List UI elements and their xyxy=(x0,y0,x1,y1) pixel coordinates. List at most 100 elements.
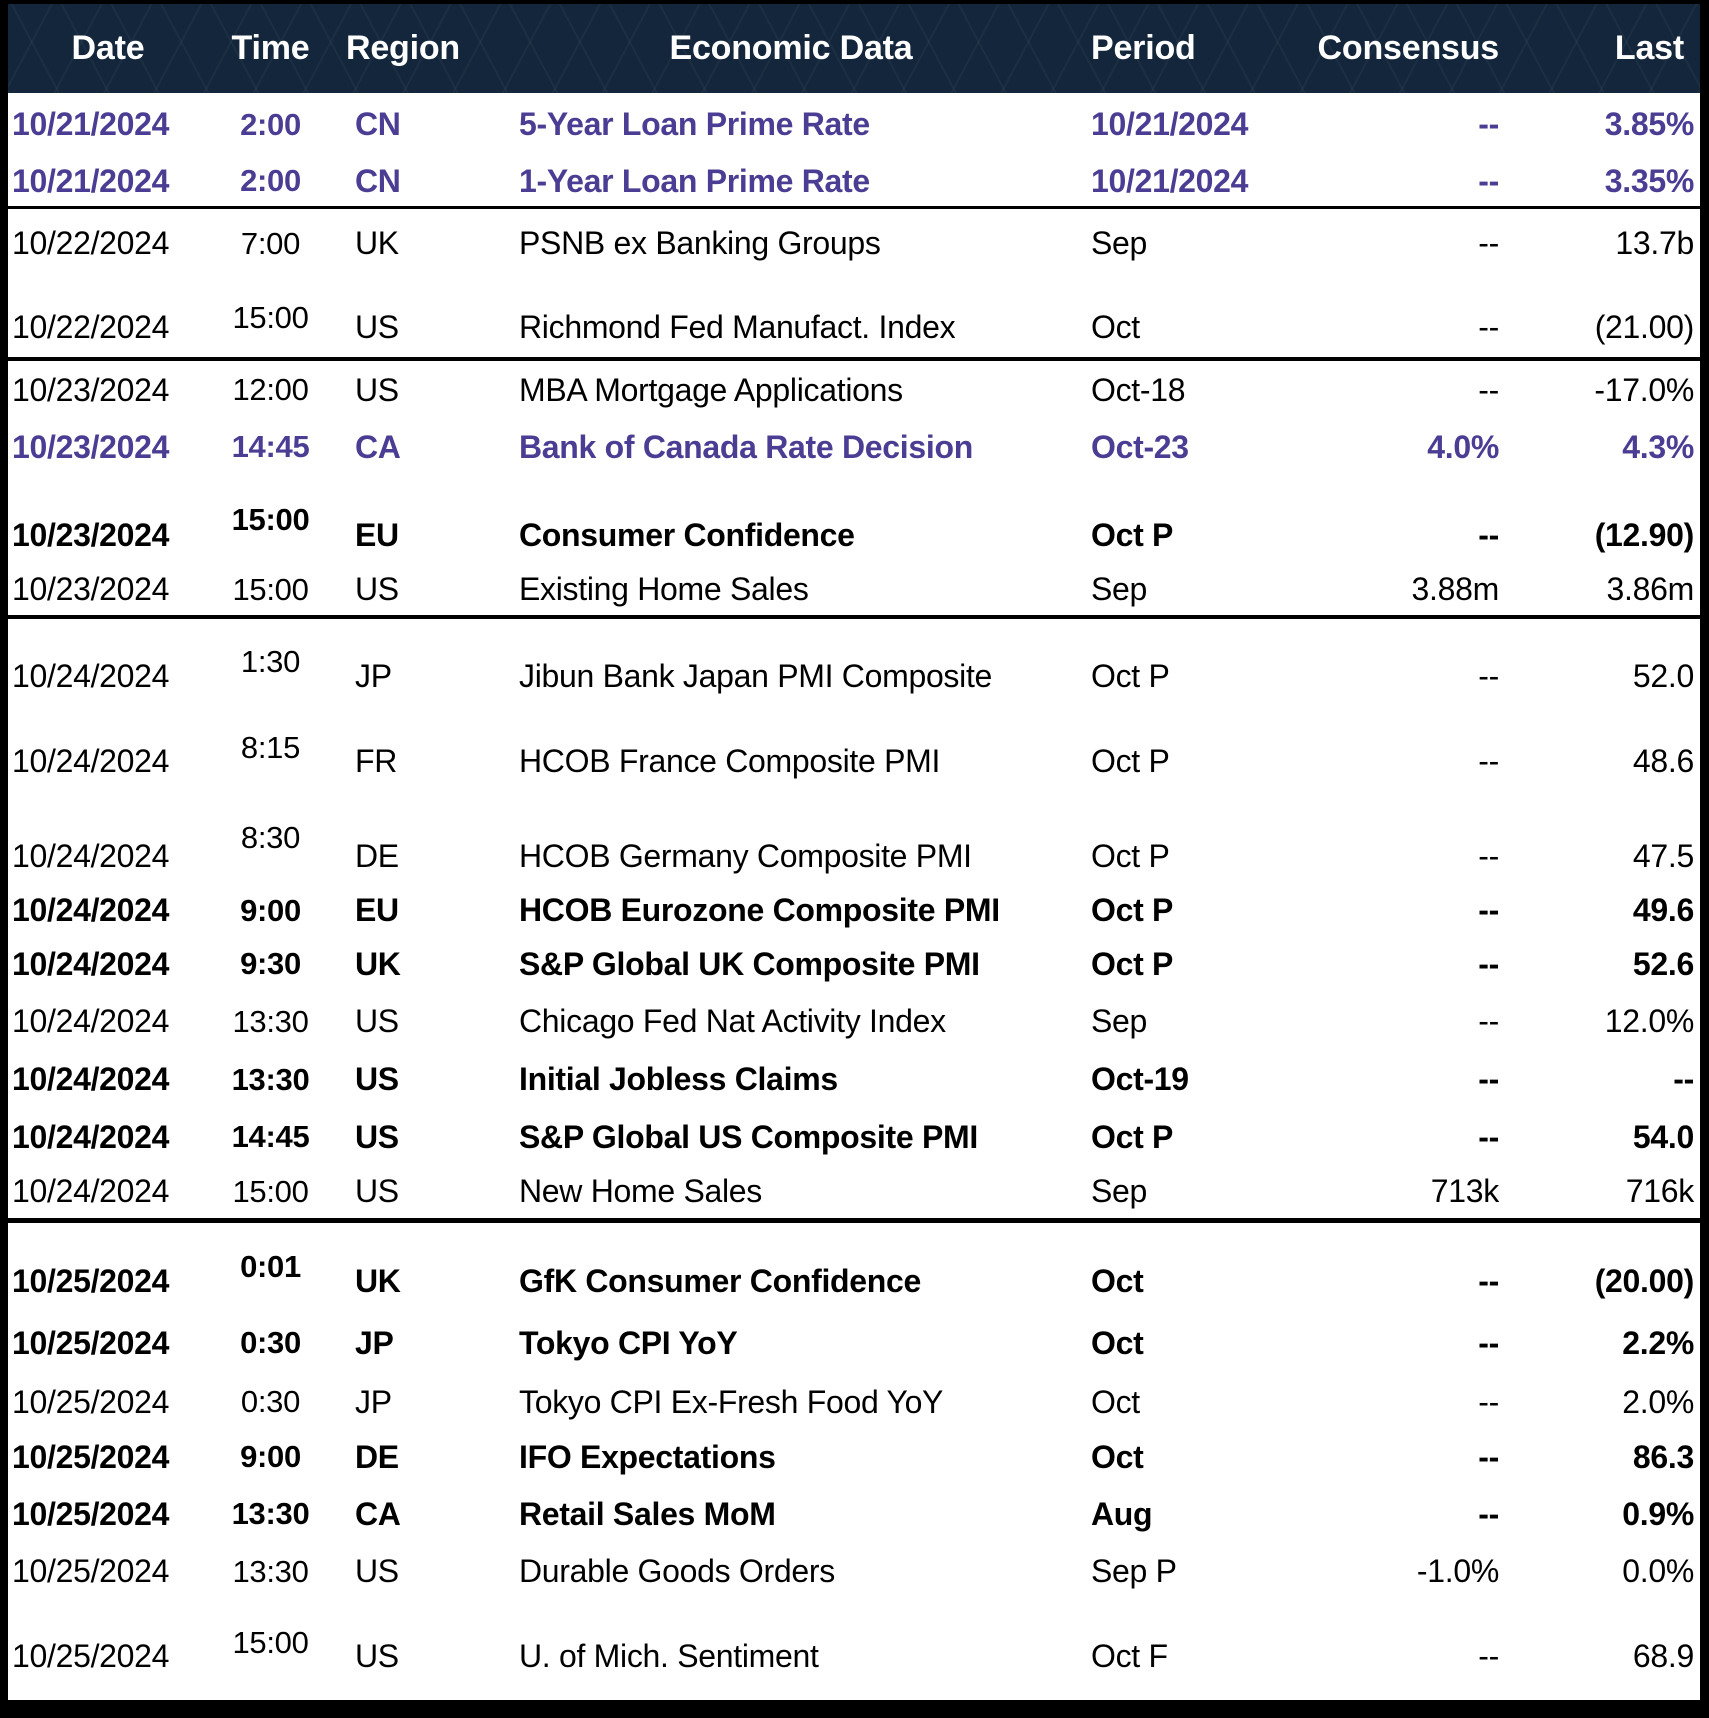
cell-event: Chicago Fed Nat Activity Index xyxy=(519,1003,946,1040)
cell-consensus: 4.0% xyxy=(1427,428,1499,465)
cell-region: US xyxy=(355,1173,399,1210)
cell-period: Oct-19 xyxy=(1091,1061,1189,1098)
cell-consensus: 3.88m xyxy=(1411,571,1500,608)
cell-event: Existing Home Sales xyxy=(519,571,809,608)
cell-last: 4.3% xyxy=(1622,428,1694,465)
cell-last: 54.0 xyxy=(1632,1118,1694,1155)
column-header-economic-data: Economic Data xyxy=(669,29,913,67)
cell-period: Oct xyxy=(1091,1383,1140,1420)
cell-region: US xyxy=(355,1553,399,1590)
cell-event: Jibun Bank Japan PMI Composite xyxy=(519,658,993,695)
cell-event: 5-Year Loan Prime Rate xyxy=(519,106,870,143)
cell-region: JP xyxy=(355,658,392,695)
cell-last: (21.00) xyxy=(1594,309,1695,346)
cell-last: 68.9 xyxy=(1632,1638,1694,1675)
cell-last: -- xyxy=(1673,1061,1694,1098)
cell-date: 10/23/2024 xyxy=(12,371,170,408)
cell-date: 10/25/2024 xyxy=(12,1438,170,1475)
cell-consensus: -1.0% xyxy=(1416,1553,1499,1590)
cell-consensus: -- xyxy=(1478,1118,1499,1155)
cell-region: DE xyxy=(355,1438,399,1475)
table-row: 10/22/2024 7:00 UK PSNB ex Banking Groups Se… xyxy=(8,206,1700,279)
cell-region: CA xyxy=(355,428,401,465)
cell-region: US xyxy=(355,1061,399,1098)
cell-region: CN xyxy=(355,162,401,199)
table-row: 10/21/2024 2:00 CN 1-Year Loan Prime Rate 10… xyxy=(8,157,1700,206)
cell-time: 1:30 xyxy=(240,644,301,680)
cell-region: US xyxy=(355,371,399,408)
table-row: 10/23/2024 12:00 US MBA Mortgage Applicatio… xyxy=(8,357,1700,420)
cell-consensus: -- xyxy=(1478,1438,1499,1475)
cell-period: Oct xyxy=(1091,1324,1144,1361)
table-row: 10/24/2024 8:15 FR HCOB France Composite PM… xyxy=(8,706,1700,791)
cell-consensus: -- xyxy=(1478,225,1499,262)
cell-date: 10/25/2024 xyxy=(12,1553,170,1590)
cell-period: Oct-18 xyxy=(1091,371,1186,408)
table-row: 10/24/2024 13:30 US Initial Jobless Claims O… xyxy=(8,1051,1700,1109)
cell-date: 10/25/2024 xyxy=(12,1324,170,1361)
cell-event: New Home Sales xyxy=(519,1173,763,1210)
cell-last: 49.6 xyxy=(1632,892,1694,929)
cell-time: 14:45 xyxy=(231,1119,310,1155)
cell-consensus: -- xyxy=(1478,309,1499,346)
table-row: 10/25/2024 13:30 US Durable Goods Orders Sep… xyxy=(8,1543,1700,1601)
cell-last: 3.35% xyxy=(1604,162,1695,199)
cell-consensus: -- xyxy=(1478,658,1499,695)
cell-period: 10/21/2024 xyxy=(1091,162,1249,199)
cell-time: 2:00 xyxy=(240,163,301,199)
cell-consensus: -- xyxy=(1478,1324,1499,1361)
cell-time: 15:00 xyxy=(232,571,309,607)
cell-date: 10/23/2024 xyxy=(12,571,170,608)
cell-region: US xyxy=(355,309,399,346)
cell-event: S&P Global US Composite PMI xyxy=(519,1118,978,1155)
cell-period: Sep xyxy=(1091,1173,1148,1210)
cell-consensus: -- xyxy=(1478,106,1499,143)
cell-last: (12.90) xyxy=(1594,517,1695,554)
cell-last: 13.7b xyxy=(1615,225,1694,262)
cell-time: 15:00 xyxy=(232,1625,309,1661)
cell-last: 52.0 xyxy=(1632,658,1694,695)
cell-last: -17.0% xyxy=(1594,371,1694,408)
cell-time: 9:00 xyxy=(240,1439,301,1475)
cell-region: EU xyxy=(355,892,399,929)
cell-consensus: -- xyxy=(1478,838,1499,875)
cell-last: 52.6 xyxy=(1632,945,1694,982)
cell-region: UK xyxy=(355,1263,401,1300)
cell-time: 15:00 xyxy=(232,299,309,335)
cell-consensus: -- xyxy=(1478,1263,1499,1300)
cell-time: 14:45 xyxy=(231,429,310,465)
cell-date: 10/24/2024 xyxy=(12,743,170,780)
cell-event: IFO Expectations xyxy=(519,1438,776,1475)
table-row: 10/25/2024 15:00 US U. of Mich. Sentiment Oc… xyxy=(8,1601,1700,1686)
cell-last: 0.9% xyxy=(1622,1495,1694,1532)
cell-event: HCOB Eurozone Composite PMI xyxy=(519,892,1000,929)
cell-consensus: -- xyxy=(1478,945,1499,982)
cell-event: HCOB France Composite PMI xyxy=(519,743,941,780)
column-header-time: Time xyxy=(231,29,310,67)
table-row: 10/25/2024 0:30 JP Tokyo CPI Ex-Fresh Food … xyxy=(8,1376,1700,1429)
cell-consensus: 713k xyxy=(1430,1173,1500,1210)
cell-last: 2.0% xyxy=(1622,1383,1694,1420)
cell-time: 12:00 xyxy=(232,372,309,408)
cell-date: 10/25/2024 xyxy=(12,1383,170,1420)
cell-last: 47.5 xyxy=(1632,838,1694,875)
cell-consensus: -- xyxy=(1478,371,1499,408)
table-row: 10/25/2024 0:30 JP Tokyo CPI YoY Oct -- 2.2% xyxy=(8,1311,1700,1376)
cell-period: Oct xyxy=(1091,309,1140,346)
cell-last: 86.3 xyxy=(1632,1438,1694,1475)
table-row: 10/22/2024 15:00 US Richmond Fed Manufact. … xyxy=(8,279,1700,357)
cell-period: Oct P xyxy=(1091,892,1174,929)
cell-period: Oct P xyxy=(1091,517,1174,554)
cell-period: Oct P xyxy=(1091,838,1170,875)
cell-time: 15:00 xyxy=(231,501,310,537)
cell-event: Consumer Confidence xyxy=(519,517,855,554)
table-row: 10/23/2024 15:00 US Existing Home Sales Sep 3… xyxy=(8,565,1700,615)
table-row: 10/24/2024 15:00 US New Home Sales Sep 713k 71… xyxy=(8,1166,1700,1218)
cell-consensus: -- xyxy=(1478,1638,1499,1675)
cell-consensus: -- xyxy=(1478,743,1499,780)
cell-date: 10/23/2024 xyxy=(12,428,170,465)
cell-event: S&P Global UK Composite PMI xyxy=(519,945,980,982)
column-header-region: Region xyxy=(345,29,460,67)
cell-event: Richmond Fed Manufact. Index xyxy=(519,309,956,346)
